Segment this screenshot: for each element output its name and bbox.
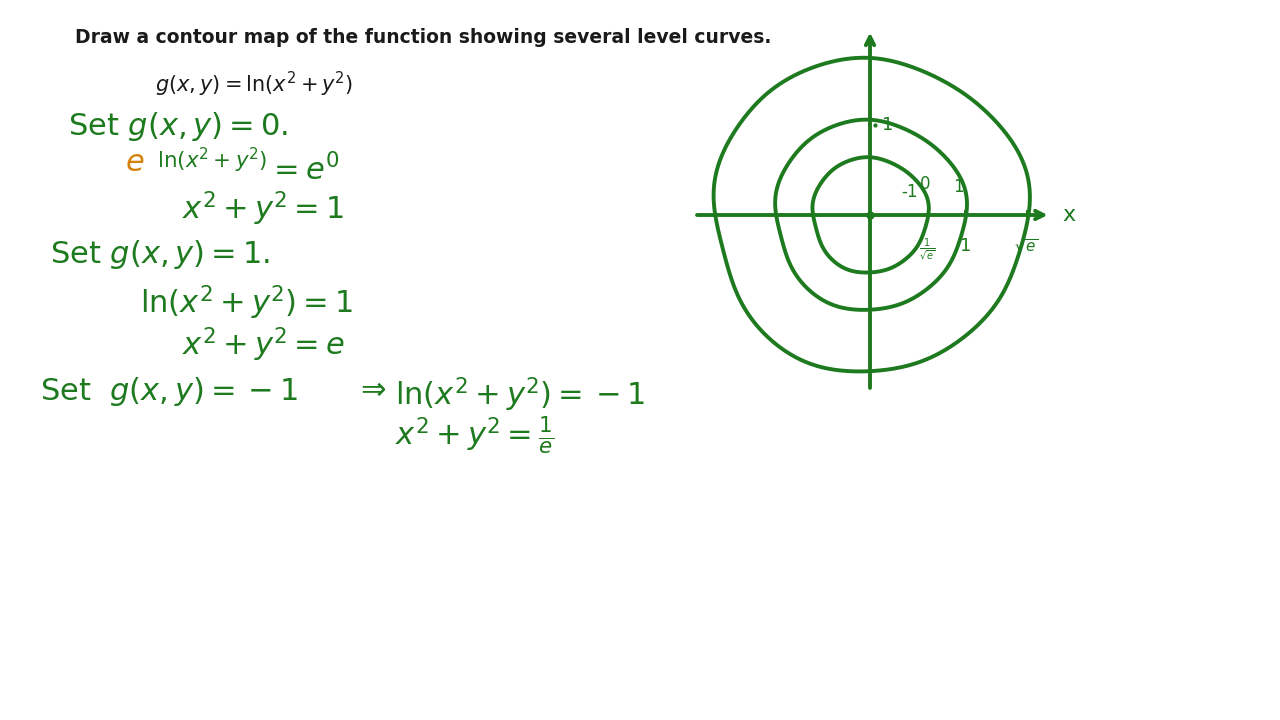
Text: 1: 1 xyxy=(882,116,893,134)
Text: Set $g(x,y)= 1.$: Set $g(x,y)= 1.$ xyxy=(50,238,270,271)
Text: $\ln(x^2+y^2) = 1$: $\ln(x^2+y^2) = 1$ xyxy=(140,283,353,322)
Text: x: x xyxy=(1062,205,1075,225)
Text: 1: 1 xyxy=(954,178,964,196)
Text: $x^2+y^2= \frac{1}{e}$: $x^2+y^2= \frac{1}{e}$ xyxy=(396,415,554,457)
Text: $x^2+y^2= e$: $x^2+y^2= e$ xyxy=(182,325,344,364)
Text: $\sqrt{e}$: $\sqrt{e}$ xyxy=(1014,237,1039,254)
Text: 0: 0 xyxy=(920,175,931,193)
Text: $x^2+y^2= 1$: $x^2+y^2= 1$ xyxy=(182,190,344,228)
Text: Draw a contour map of the function showing several level curves.: Draw a contour map of the function showi… xyxy=(76,28,772,47)
Text: $\frac{1}{\sqrt{e}}$: $\frac{1}{\sqrt{e}}$ xyxy=(919,237,936,264)
Text: $^{\ln(x^2+y^2)}=e^0$: $^{\ln(x^2+y^2)}=e^0$ xyxy=(157,148,339,186)
Text: Set  $g(x,y) = -1$: Set $g(x,y) = -1$ xyxy=(40,375,298,408)
Text: $1$: $1$ xyxy=(959,237,970,255)
Text: Set $g(x,y)=0.$: Set $g(x,y)=0.$ xyxy=(68,110,288,143)
Text: $\Rightarrow$: $\Rightarrow$ xyxy=(355,375,387,404)
Text: $g(x, y) = \ln(x^2 + y^2)$: $g(x, y) = \ln(x^2 + y^2)$ xyxy=(155,70,353,99)
Text: $\ln(x^2+y^2) = -1$: $\ln(x^2+y^2) = -1$ xyxy=(396,375,645,413)
Text: -1: -1 xyxy=(901,183,918,201)
Text: $e$: $e$ xyxy=(125,148,145,177)
